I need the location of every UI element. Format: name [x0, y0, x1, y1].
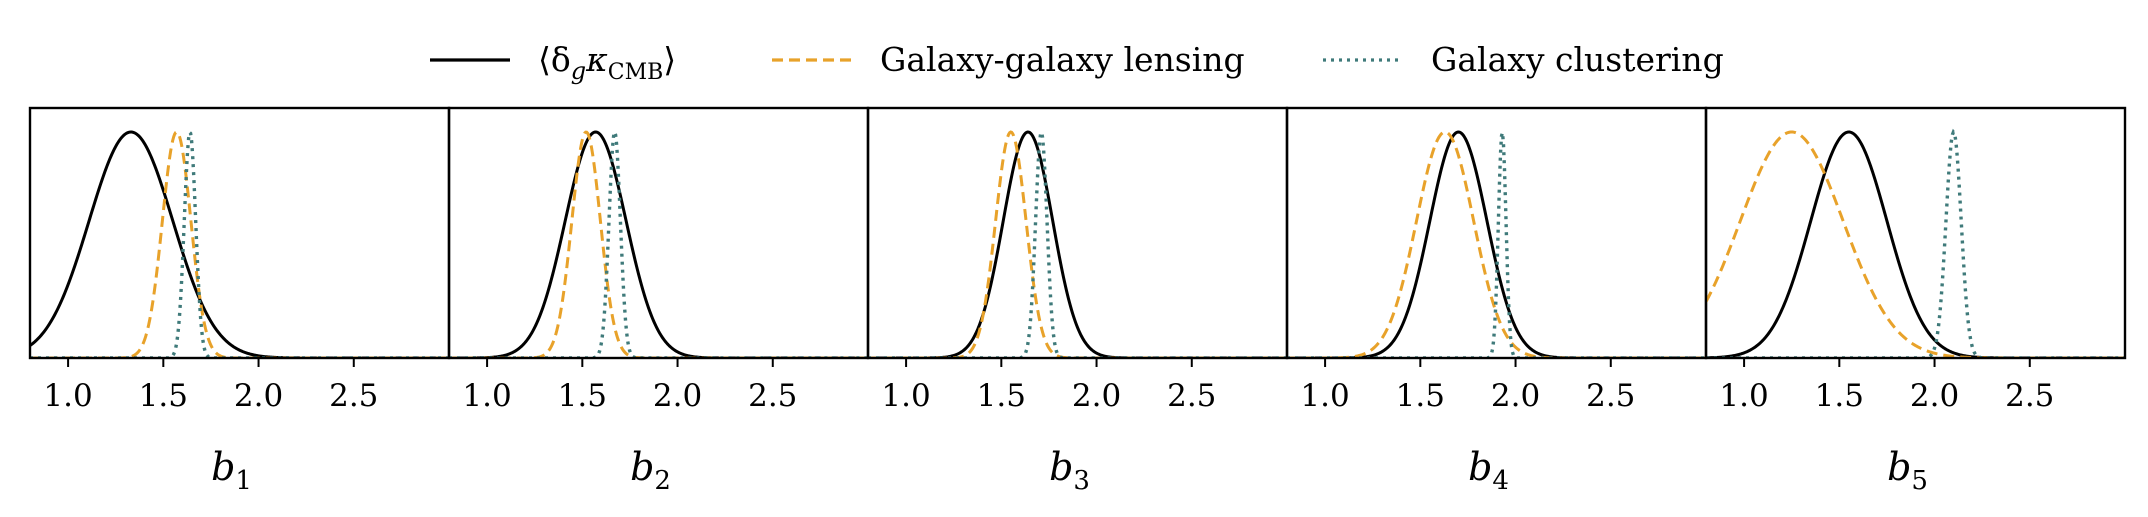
panel-2-xlabel: b2 [630, 445, 671, 496]
panel-3-tick-label-3: 2.5 [1167, 378, 1216, 414]
panel-5-xlabel: b5 [1887, 445, 1928, 496]
legend-label-1: Galaxy-galaxy lensing [880, 40, 1245, 79]
panel-4-series-1 [1287, 130, 1706, 358]
panel-3-series-0 [868, 130, 1287, 358]
panel-3-tick-label-1: 1.5 [977, 378, 1026, 414]
panel-3-xlabel: b3 [1049, 445, 1090, 496]
panel-4-tick-label-2: 2.0 [1491, 378, 1540, 414]
panels: 1.0 1.5 2.0 2.5 b1 1.0 1.5 2.0 2.5 b2 1.0 1.5 2.0 2.5… [28, 106, 2127, 496]
panel-5-series-0 [1706, 130, 2125, 358]
panel-4: 1.0 1.5 2.0 2.5 b4 [1285, 106, 1708, 496]
panel-4-tick-label-0: 1.0 [1300, 378, 1349, 414]
panel-2-series-2 [449, 126, 868, 358]
panel-1-series-2 [30, 129, 449, 358]
panel-5-tick-label-0: 1.0 [1719, 378, 1768, 414]
panel-2-series-0 [449, 130, 868, 358]
panel-3-curves [868, 127, 1287, 358]
panel-5-series-1 [1706, 130, 2125, 358]
panel-5-curves [1706, 128, 2125, 358]
panel-1: 1.0 1.5 2.0 2.5 b1 [28, 106, 451, 496]
panel-1-series-0 [30, 130, 449, 358]
panel-4-xlabel: b4 [1468, 445, 1509, 496]
panel-1-tick-label-2: 2.0 [234, 378, 283, 414]
legend-entry-0: ⟨δgκCMB⟩ [430, 40, 676, 85]
panel-2-tick-label-0: 1.0 [462, 378, 511, 414]
panel-5-frame [1704, 106, 2127, 360]
panel-1-curves [30, 129, 449, 358]
panel-5-tick-label-2: 2.0 [1910, 378, 1959, 414]
panel-5: 1.0 1.5 2.0 2.5 b5 [1704, 106, 2127, 496]
panel-2: 1.0 1.5 2.0 2.5 b2 [447, 106, 870, 496]
panel-2-tick-label-1: 1.5 [558, 378, 607, 414]
panel-1-tick-label-0: 1.0 [43, 378, 92, 414]
panel-3: 1.0 1.5 2.0 2.5 b3 [866, 106, 1289, 496]
legend-entry-2: Galaxy clustering [1323, 40, 1724, 79]
panel-1-xlabel: b1 [211, 445, 252, 496]
legend-label-0: ⟨δgκCMB⟩ [538, 40, 676, 85]
panel-4-tick-label-3: 2.5 [1586, 378, 1635, 414]
legend: ⟨δgκCMB⟩ Galaxy-galaxy lensing Galaxy clus… [430, 40, 1724, 85]
panel-2-series-1 [449, 130, 868, 358]
panel-2-curves [449, 126, 868, 358]
panel-3-tick-label-0: 1.0 [881, 378, 930, 414]
panel-5-tick-label-3: 2.5 [2005, 378, 2054, 414]
panel-1-frame [28, 106, 451, 360]
panel-2-tick-label-3: 2.5 [748, 378, 797, 414]
panel-5-series-2 [1706, 128, 2125, 358]
panel-1-tick-label-3: 2.5 [329, 378, 378, 414]
panel-2-frame [447, 106, 870, 360]
panel-1-tick-label-1: 1.5 [139, 378, 188, 414]
panel-4-series-0 [1287, 130, 1706, 358]
panel-3-tick-label-2: 2.0 [1072, 378, 1121, 414]
panel-4-curves [1287, 130, 1706, 358]
panel-3-frame [866, 106, 1289, 360]
panel-1-series-1 [30, 130, 449, 358]
panel-2-tick-label-2: 2.0 [653, 378, 702, 414]
panel-5-tick-label-1: 1.5 [1815, 378, 1864, 414]
legend-entry-1: Galaxy-galaxy lensing [772, 40, 1245, 79]
panel-4-tick-label-1: 1.5 [1396, 378, 1445, 414]
panel-4-series-2 [1287, 132, 1706, 358]
legend-label-2: Galaxy clustering [1431, 40, 1724, 79]
